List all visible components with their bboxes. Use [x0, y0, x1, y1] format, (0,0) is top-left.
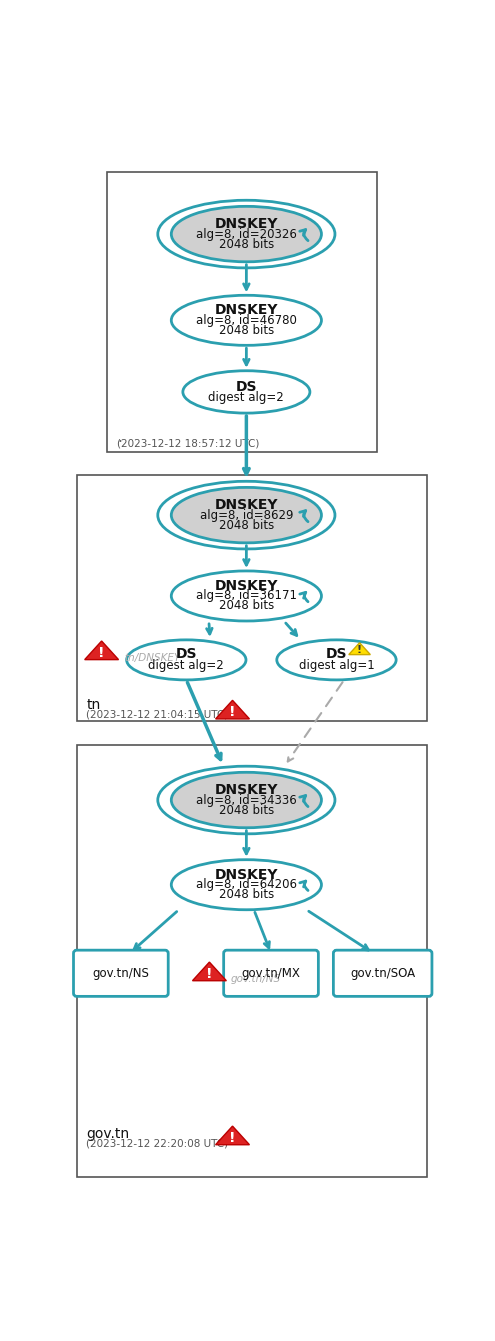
- Text: 2048 bits: 2048 bits: [219, 323, 274, 337]
- Text: alg=8, id=20326: alg=8, id=20326: [196, 228, 297, 240]
- Text: alg=8, id=46780: alg=8, id=46780: [196, 314, 297, 327]
- Bar: [77, 475, 427, 721]
- Text: DNSKEY: DNSKEY: [215, 217, 278, 231]
- Text: (2023-12-12 21:04:15 UTC): (2023-12-12 21:04:15 UTC): [86, 709, 229, 719]
- Ellipse shape: [183, 370, 310, 413]
- Text: DNSKEY: DNSKEY: [215, 579, 278, 593]
- Text: 2048 bits: 2048 bits: [219, 888, 274, 901]
- FancyBboxPatch shape: [334, 951, 432, 996]
- Text: (2023-12-12 22:20:08 UTC): (2023-12-12 22:20:08 UTC): [86, 1139, 228, 1149]
- Polygon shape: [216, 1126, 249, 1145]
- Text: DS: DS: [326, 648, 347, 661]
- Text: DS: DS: [176, 648, 197, 661]
- FancyBboxPatch shape: [74, 951, 168, 996]
- Text: !: !: [357, 645, 362, 656]
- Text: alg=8, id=34336: alg=8, id=34336: [196, 794, 297, 806]
- Text: gov.tn/MX: gov.tn/MX: [242, 967, 300, 980]
- Text: .: .: [117, 430, 122, 445]
- Text: DNSKEY: DNSKEY: [215, 868, 278, 882]
- Text: alg=8, id=36171: alg=8, id=36171: [196, 590, 297, 602]
- Text: (2023-12-12 18:57:12 UTC): (2023-12-12 18:57:12 UTC): [117, 439, 259, 448]
- Text: digest alg=2: digest alg=2: [148, 658, 224, 672]
- Text: gov.tn/SOA: gov.tn/SOA: [350, 967, 415, 980]
- Text: DNSKEY: DNSKEY: [215, 498, 278, 512]
- Ellipse shape: [277, 640, 396, 680]
- Bar: [77, 744, 427, 1177]
- Text: gov.tn/NS: gov.tn/NS: [93, 967, 149, 980]
- Ellipse shape: [171, 207, 321, 261]
- Ellipse shape: [171, 860, 321, 909]
- Text: gov.tn: gov.tn: [86, 1128, 129, 1141]
- Ellipse shape: [171, 487, 321, 543]
- Text: digest alg=2: digest alg=2: [208, 390, 284, 404]
- Text: !: !: [99, 646, 105, 660]
- Text: alg=8, id=8629: alg=8, id=8629: [199, 508, 293, 522]
- FancyBboxPatch shape: [224, 951, 318, 996]
- Text: !: !: [229, 705, 236, 719]
- Polygon shape: [193, 961, 226, 980]
- Text: 2048 bits: 2048 bits: [219, 519, 274, 531]
- Text: 2048 bits: 2048 bits: [219, 237, 274, 251]
- Text: gov.tn/NS: gov.tn/NS: [231, 975, 281, 984]
- Polygon shape: [85, 641, 119, 660]
- Text: DS: DS: [236, 380, 257, 393]
- Text: 2048 bits: 2048 bits: [219, 803, 274, 817]
- Ellipse shape: [171, 571, 321, 621]
- Text: tn: tn: [86, 699, 100, 712]
- Ellipse shape: [171, 295, 321, 346]
- Text: DNSKEY: DNSKEY: [215, 783, 278, 797]
- Text: DNSKEY: DNSKEY: [215, 303, 278, 318]
- Text: !: !: [206, 967, 213, 982]
- Text: tn/DNSKEY: tn/DNSKEY: [125, 653, 181, 664]
- Bar: [107, 173, 377, 452]
- Text: digest alg=1: digest alg=1: [298, 658, 374, 672]
- Text: 2048 bits: 2048 bits: [219, 599, 274, 613]
- Ellipse shape: [127, 640, 246, 680]
- Ellipse shape: [171, 772, 321, 827]
- Polygon shape: [349, 642, 370, 654]
- Polygon shape: [216, 700, 249, 719]
- Text: !: !: [229, 1132, 236, 1145]
- Text: alg=8, id=64206: alg=8, id=64206: [196, 878, 297, 892]
